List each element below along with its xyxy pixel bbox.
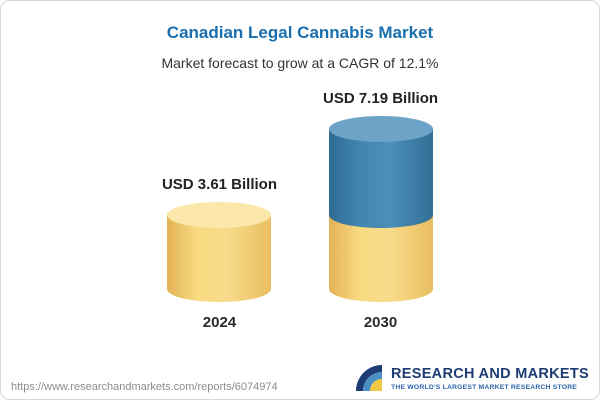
- report-url-link[interactable]: https://www.researchandmarkets.com/repor…: [11, 381, 278, 393]
- cylinder-2030-growth-segment: [328, 116, 433, 228]
- cylinder-2024-top-cap: [167, 202, 272, 228]
- chart-header: Canadian Legal Cannabis Market Market fo…: [1, 1, 599, 71]
- bar-group-2024: USD 3.61 Billion 2024: [162, 176, 277, 331]
- brand-logo-text: RESEARCH AND MARKETS THE WORLD'S LARGEST…: [391, 366, 589, 391]
- bar-chart: USD 3.61 Billion 2024 USD 7.19 Billion 2…: [1, 75, 599, 331]
- cylinder-2024: [167, 202, 272, 302]
- cylinder-2024-body: [167, 202, 272, 302]
- value-label-2030: USD 7.19 Billion: [323, 90, 439, 107]
- value-label-2024: USD 3.61 Billion: [161, 176, 277, 193]
- brand-logo: RESEARCH AND MARKETS THE WORLD'S LARGEST…: [354, 363, 589, 393]
- cylinder-2030-top-cap: [328, 116, 433, 142]
- brand-logo-name: RESEARCH AND MARKETS: [391, 365, 589, 382]
- page-subtitle: Market forecast to grow at a CAGR of 12.…: [161, 55, 439, 71]
- cylinder-2030-base-segment: [328, 215, 433, 302]
- page-title: Canadian Legal Cannabis Market: [166, 23, 434, 42]
- brand-logo-icon: [356, 365, 382, 391]
- year-label-2024: 2024: [202, 314, 237, 331]
- footer: https://www.researchandmarkets.com/repor…: [11, 363, 589, 393]
- bar-group-2030: USD 7.19 Billion 2030: [323, 90, 438, 331]
- year-label-2030: 2030: [363, 314, 398, 331]
- cylinder-2030: [328, 116, 433, 302]
- brand-logo-tagline: THE WORLD'S LARGEST MARKET RESEARCH STOR…: [391, 383, 578, 391]
